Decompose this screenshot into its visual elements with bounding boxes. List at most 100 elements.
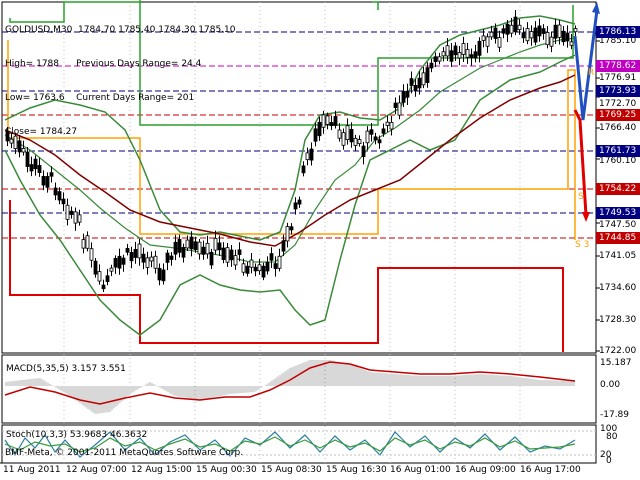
- candle: [361, 145, 366, 157]
- candle: [485, 36, 490, 47]
- candle: [41, 176, 46, 186]
- stoch-axis-80: 80: [606, 432, 618, 442]
- price-box-s: 1744.85: [596, 232, 640, 244]
- candle: [449, 50, 454, 62]
- candle: [525, 28, 530, 42]
- candle: [217, 242, 222, 251]
- candle: [25, 151, 30, 167]
- candle: [177, 238, 182, 253]
- candle: [421, 72, 426, 86]
- price-tick: 1760.10: [599, 156, 637, 166]
- candle: [109, 267, 114, 272]
- candle: [209, 251, 214, 266]
- info-cur-range: Current Days Range= 201: [76, 93, 195, 103]
- time-tick: 16 Aug 01:00: [390, 465, 451, 475]
- candle: [301, 165, 306, 174]
- candle: [397, 102, 402, 116]
- time-tick: 15 Aug 16:30: [326, 465, 387, 475]
- candle: [333, 116, 338, 126]
- candle: [381, 128, 386, 134]
- candle: [501, 28, 506, 34]
- stoch-axis-0: 0: [606, 456, 612, 466]
- candle: [17, 140, 22, 153]
- candle: [269, 253, 274, 261]
- candle: [213, 238, 218, 251]
- candle: [513, 16, 518, 33]
- candle: [169, 255, 174, 260]
- candle: [189, 236, 194, 250]
- candle: [477, 40, 482, 56]
- price-tick: 1747.50: [599, 220, 637, 230]
- price-box-pivot: 1761.73: [596, 145, 640, 157]
- candle: [425, 67, 430, 83]
- candle: [225, 247, 230, 263]
- candle: [85, 235, 90, 249]
- candle: [469, 54, 474, 59]
- price-axis-ticks: [596, 40, 600, 352]
- main-chart-frame: [1, 1, 597, 354]
- candle: [253, 266, 258, 272]
- candle: [481, 35, 486, 41]
- candle: [273, 263, 278, 269]
- time-tick: 15 Aug 00:30: [196, 465, 257, 475]
- info-low: Low= 1763.6: [5, 93, 65, 103]
- candle: [429, 62, 434, 69]
- prev-high-top: [372, 1, 379, 10]
- pivot-label-s3: S 3: [575, 240, 590, 250]
- candle: [121, 257, 126, 265]
- candle: [357, 139, 362, 145]
- macd-panel-frame: [1, 354, 597, 424]
- stoch-signal-line: [4, 436, 576, 453]
- price-tick: 1766.40: [599, 123, 637, 133]
- candle: [193, 241, 198, 251]
- price-tick: 1741.05: [599, 251, 637, 261]
- candle: [529, 31, 534, 39]
- info-high: High= 1788: [5, 59, 59, 69]
- candle: [277, 255, 282, 269]
- candle: [473, 51, 478, 59]
- candle: [137, 243, 142, 259]
- candle: [409, 78, 414, 86]
- candle: [317, 121, 322, 137]
- candle: [245, 265, 250, 274]
- candle: [49, 172, 54, 177]
- copyright-watermark: BMF-Meta, © 2001-2011 MetaQuotes Softwar…: [5, 448, 244, 458]
- price-box-r1: 1778.62: [596, 60, 640, 72]
- candle: [557, 24, 562, 38]
- candle: [401, 90, 406, 103]
- price-candles: [5, 9, 578, 293]
- candle: [57, 191, 62, 201]
- price-tick: 1785.10: [599, 36, 637, 46]
- stoch-label: Stoch(10,3,3) 53.9683 46.3632: [6, 430, 148, 440]
- candle: [393, 102, 398, 109]
- info-prev-range: Previous Days Range= 24.4: [76, 59, 202, 69]
- candle: [405, 90, 410, 98]
- candle: [341, 132, 346, 146]
- time-tick: 16 Aug 17:00: [520, 465, 581, 475]
- candle: [517, 24, 522, 30]
- candle: [105, 275, 110, 282]
- candle: [61, 198, 66, 205]
- candle: [261, 265, 266, 278]
- price-box-pivot: 1749.53: [596, 207, 640, 219]
- candle: [389, 121, 394, 130]
- candle: [293, 202, 298, 210]
- candle: [45, 176, 50, 188]
- price-tick: 1728.30: [599, 315, 637, 325]
- candle: [417, 77, 422, 89]
- candle: [37, 165, 42, 174]
- candle: [185, 239, 190, 249]
- chart-info-overlay: GOLDUSD,M30 1784.70 1785.40 1784.30 1785…: [5, 3, 236, 150]
- candle: [385, 121, 390, 126]
- candle: [305, 152, 310, 161]
- candle: [173, 241, 178, 255]
- candle: [437, 56, 442, 62]
- price-tick: 1722.00: [599, 346, 637, 356]
- pivot-label-s: S: [578, 192, 584, 202]
- candle: [321, 114, 326, 128]
- candle: [413, 85, 418, 92]
- macd-axis-min: -17.89: [600, 410, 630, 420]
- candle: [229, 249, 234, 261]
- time-tick: 12 Aug 07:00: [66, 465, 127, 475]
